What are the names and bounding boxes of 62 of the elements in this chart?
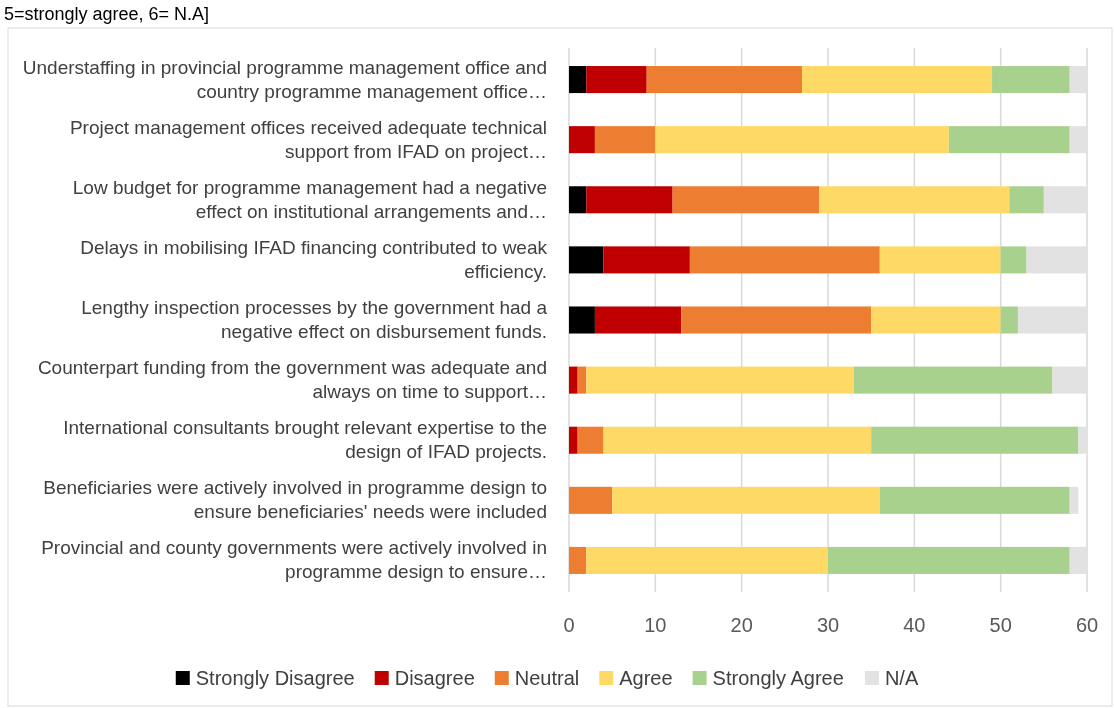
bar xyxy=(879,246,1001,274)
bar xyxy=(569,186,587,214)
bar xyxy=(853,366,1053,394)
bar xyxy=(672,186,820,214)
bar xyxy=(681,306,872,334)
bar xyxy=(655,126,949,154)
text: 5=strongly agree, 6= N.A] xyxy=(4,4,210,24)
x-tick-label: 40 xyxy=(903,614,926,636)
legend-label: Disagree xyxy=(394,667,475,689)
y-tick-label: Provincial and county governments were actively involved in programme design to ensure… xyxy=(41,537,547,583)
bar xyxy=(603,246,690,274)
bar xyxy=(612,486,880,514)
bar xyxy=(569,366,578,394)
x-tick-label: 50 xyxy=(989,614,1012,636)
x-tick-label: 10 xyxy=(644,614,667,636)
bar xyxy=(569,546,587,574)
bar xyxy=(646,66,803,94)
bar xyxy=(569,426,578,454)
x-tick-label: 30 xyxy=(816,614,840,636)
bar xyxy=(828,546,1070,574)
bar xyxy=(594,306,682,334)
legend-label: Neutral xyxy=(514,667,580,689)
bar xyxy=(1000,246,1027,274)
bar xyxy=(1069,486,1079,514)
bar xyxy=(577,426,604,454)
bar xyxy=(819,186,1010,214)
y-tick-label: Understaffing in provincial programme management office and country programme management office… xyxy=(22,56,547,102)
y-tick-label: International consultants brought relevant expertise to the design of IFAD projects. xyxy=(63,417,547,463)
bar xyxy=(577,366,587,394)
bar xyxy=(569,486,613,514)
bar xyxy=(948,126,1070,154)
legend-label: N/A xyxy=(884,667,919,689)
bar xyxy=(802,66,993,94)
y-tick-label: Delays in mobilising IFAD financing contributed to weak efficiency. xyxy=(80,236,548,282)
x-tick-label: 0 xyxy=(563,614,575,636)
bar xyxy=(586,186,673,214)
legend-label: Strongly Disagree xyxy=(195,667,355,689)
y-tick-label: Counterpart funding from the government was adequate and always on time to support… xyxy=(37,357,547,403)
bar xyxy=(689,246,880,274)
bar xyxy=(586,366,854,394)
bar xyxy=(1009,186,1044,214)
x-tick-label: 60 xyxy=(1075,614,1099,636)
bar xyxy=(992,66,1070,94)
bar xyxy=(871,306,1001,334)
bar xyxy=(603,426,872,454)
bar xyxy=(1000,306,1018,334)
bar xyxy=(594,126,656,154)
y-tick-label: Lengthy inspection processes by the government had a negative effect on disbursement funds. xyxy=(81,297,548,342)
bar xyxy=(569,66,587,94)
bar xyxy=(879,486,1070,514)
bar xyxy=(586,66,647,94)
y-tick-label: Project management offices received adequate technical support from IFAD on project… xyxy=(69,116,547,162)
legend-label: Agree xyxy=(619,667,673,689)
legend-label: Strongly Agree xyxy=(712,667,844,689)
bar xyxy=(871,426,1079,454)
bar xyxy=(586,546,828,574)
y-tick-label: Low budget for programme management had a negative effect on institutional arrangements and… xyxy=(72,176,547,222)
y-tick-label: Beneficiaries were actively involved in programme design to ensure beneficiaries' needs were included xyxy=(43,477,547,523)
bar xyxy=(569,306,595,334)
bar xyxy=(569,126,595,154)
bar xyxy=(569,246,604,274)
x-tick-label: 20 xyxy=(730,614,753,636)
